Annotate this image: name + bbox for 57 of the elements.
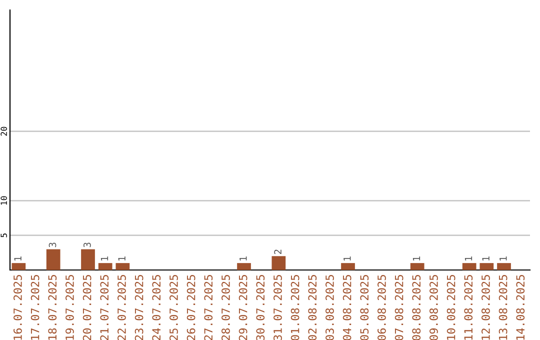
x-tick-label: 26.07.2025 [186, 275, 196, 340]
bar [81, 249, 95, 270]
x-tick-label: 12.08.2025 [482, 275, 490, 340]
data-label: 1 [100, 256, 108, 261]
x-tick-label: 01.08.2025 [290, 275, 300, 340]
data-label: 3 [83, 242, 91, 248]
x-tick-label: 19.07.2025 [66, 275, 74, 340]
x-tick-label: 09.08.2025 [430, 275, 438, 340]
x-tick-label: 21.07.2025 [100, 275, 109, 340]
x-tick-label: 30.07.2025 [256, 275, 265, 340]
x-tick-label: 20.07.2025 [82, 275, 92, 340]
bar [480, 263, 494, 270]
bar [272, 256, 286, 270]
x-tick-label: 03.08.2025 [326, 275, 334, 340]
data-label: 1 [118, 256, 126, 261]
x-tick-label: 31.07.2025 [274, 275, 282, 340]
x-tick-label: 22.07.2025 [118, 275, 126, 340]
x-tick-label: 04.08.2025 [342, 275, 352, 340]
y-tick-label: 10 [0, 196, 7, 205]
x-tick-label: 25.07.2025 [170, 275, 178, 340]
bar [410, 263, 424, 270]
data-label: 1 [240, 256, 247, 261]
x-tick-label: 16.07.2025 [14, 275, 22, 340]
bar [116, 263, 130, 270]
bar [98, 263, 112, 270]
x-tick-label: 10.08.2025 [446, 275, 456, 340]
x-tick-label: 02.08.2025 [308, 275, 317, 340]
bar [341, 263, 355, 270]
x-tick-label: 23.07.2025 [134, 275, 144, 340]
bar [237, 263, 251, 270]
bar [46, 249, 60, 270]
data-label: 2 [274, 250, 282, 254]
x-tick-label: 07.08.2025 [394, 275, 404, 340]
x-tick-label: 27.07.2025 [204, 275, 213, 340]
x-tick-label: 18.07.2025 [48, 275, 57, 340]
x-tick-label: 13.08.2025 [498, 275, 508, 340]
bar [462, 263, 476, 270]
x-tick-label: 11.08.2025 [464, 275, 473, 340]
data-label: 1 [14, 256, 22, 261]
data-label: 1 [412, 256, 420, 261]
bar [497, 263, 511, 270]
x-tick-label: 08.08.2025 [412, 275, 421, 340]
bar [12, 263, 26, 270]
data-label: 1 [344, 256, 351, 261]
x-tick-label: 06.08.2025 [378, 275, 386, 340]
data-label: 1 [500, 256, 507, 261]
data-label: 1 [464, 256, 472, 261]
x-tick-label: 28.07.2025 [222, 275, 230, 340]
x-tick-label: 24.07.2025 [152, 275, 161, 340]
x-tick-label: 05.08.2025 [360, 275, 369, 340]
x-tick-label: 17.07.2025 [30, 275, 40, 340]
y-tick-label: 20 [0, 126, 7, 136]
data-label: 3 [48, 242, 56, 248]
data-label: 1 [482, 256, 490, 261]
y-tick-label: 5 [0, 233, 7, 238]
x-tick-label: 29.07.2025 [238, 275, 248, 340]
x-tick-label: 14.08.2025 [516, 275, 525, 340]
